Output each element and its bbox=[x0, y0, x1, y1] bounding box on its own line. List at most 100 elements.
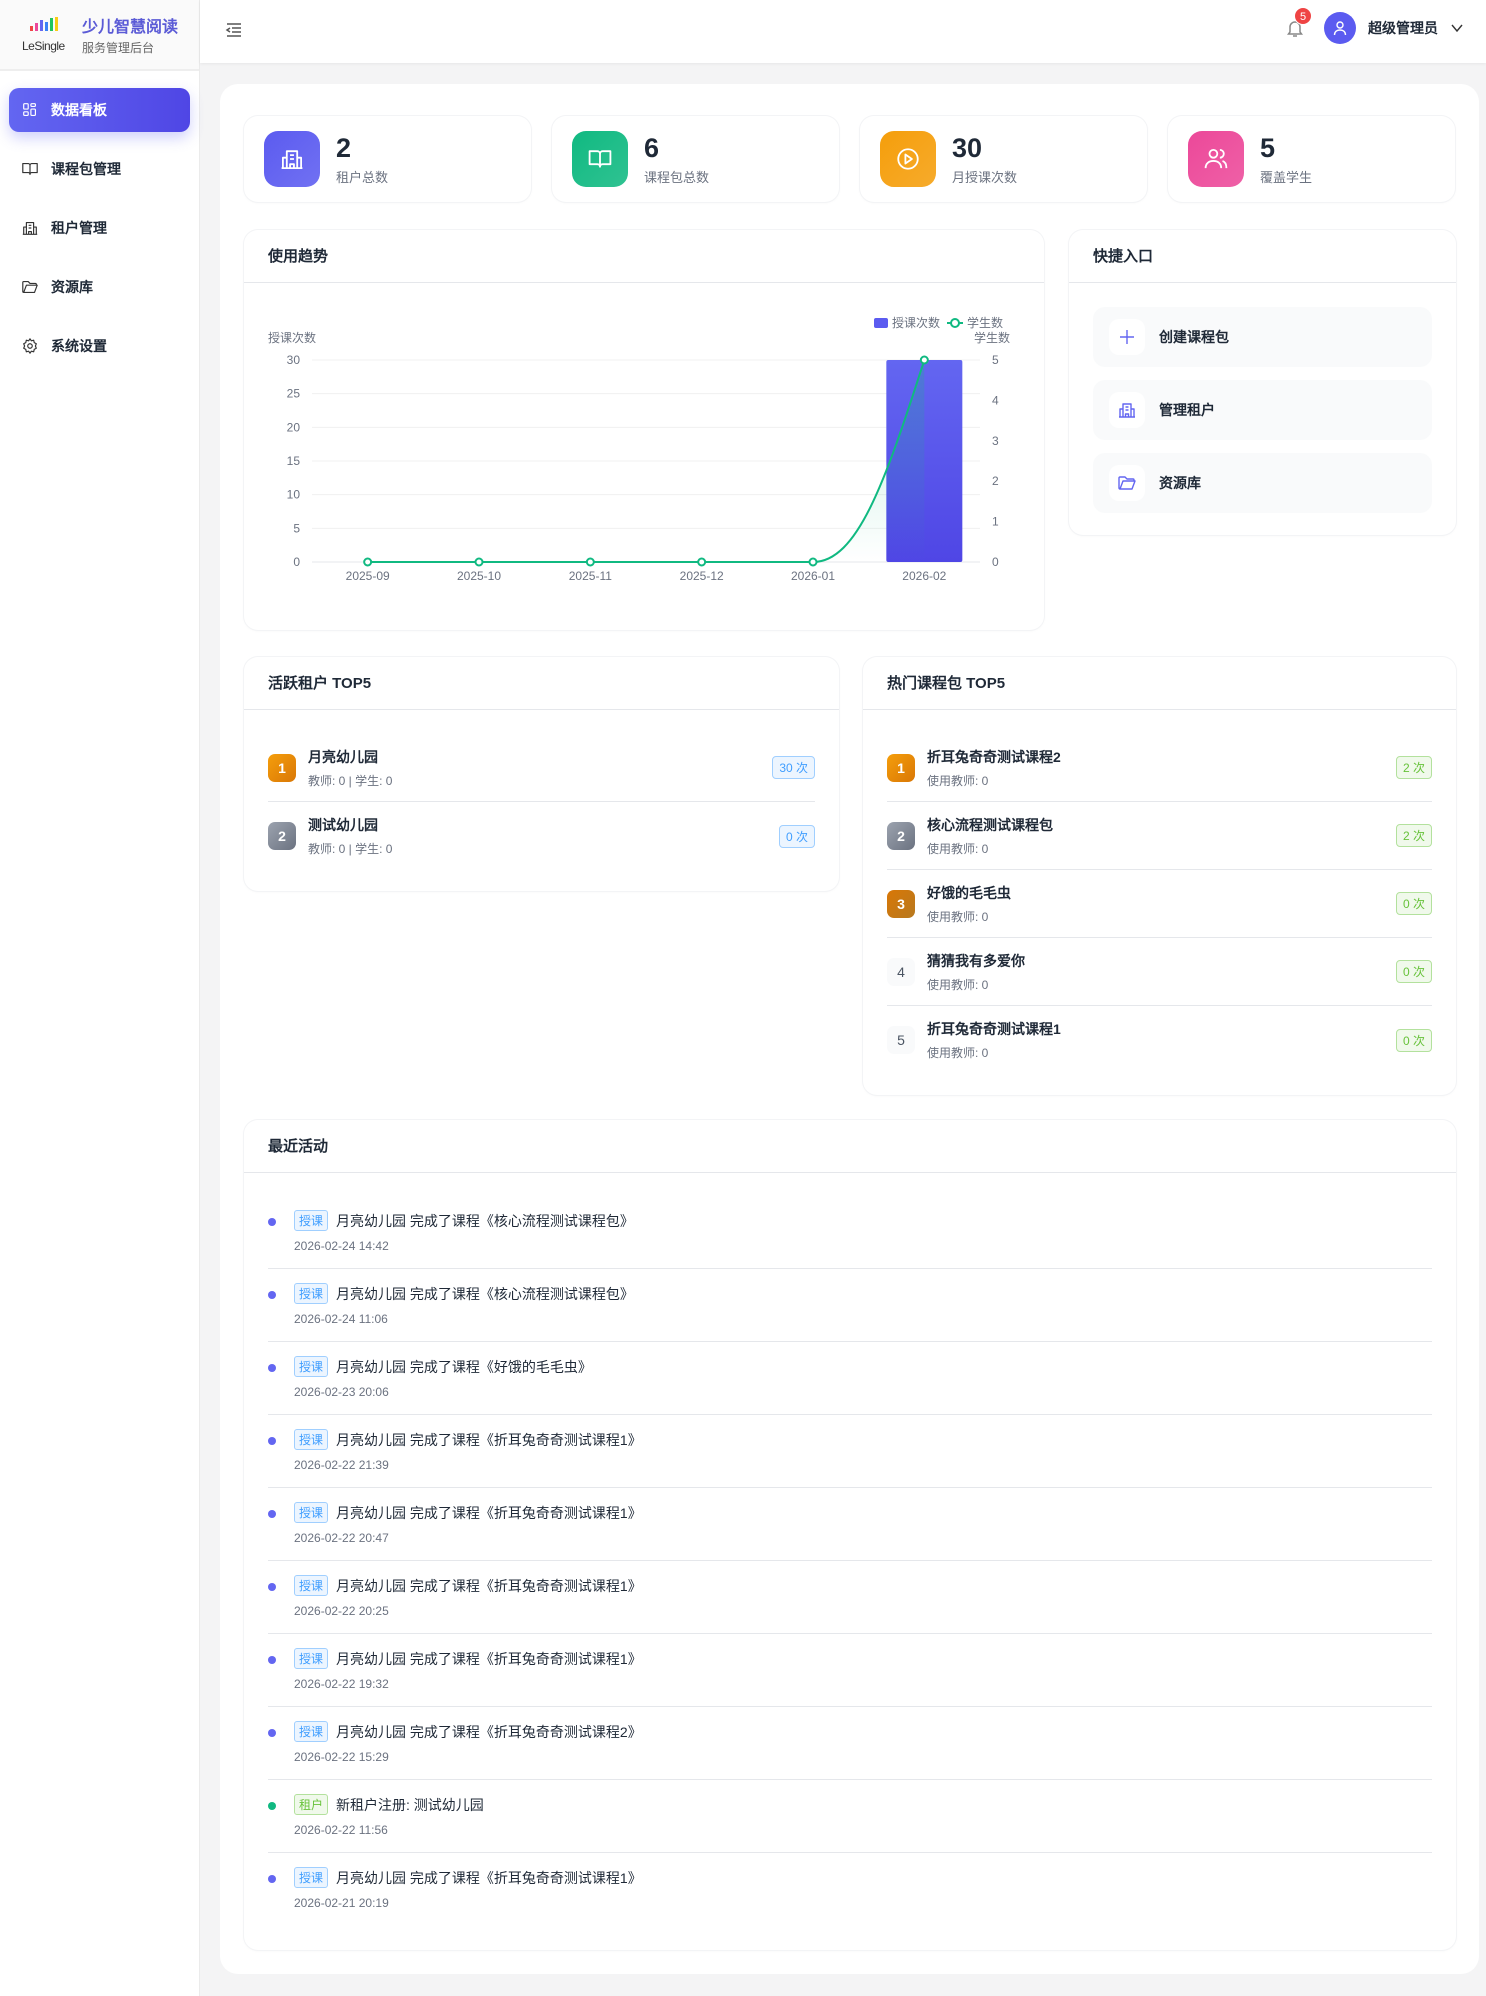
notification-bell-button[interactable]: 5 bbox=[1284, 7, 1312, 39]
activity-dot bbox=[268, 1510, 276, 1518]
activity-time: 2026-02-22 21:39 bbox=[294, 1458, 389, 1472]
stat-card: 6 课程包总数 bbox=[552, 116, 839, 202]
activity-text: 月亮幼儿园 完成了课程《折耳兔奇奇测试课程1》 bbox=[336, 1869, 642, 1886]
active-tenants-card: 活跃租户 TOP5 1 月亮幼儿园 教师: 0 | 学生: 0 30 次 2 测试幼儿园教… bbox=[244, 657, 839, 891]
ranking-subtitle: 使用教师: 0 bbox=[927, 773, 989, 788]
activity-item: 授课 月亮幼儿园 完成了课程《折耳兔奇奇测试课程1》 2026-02-22 19:3… bbox=[268, 1634, 1432, 1707]
stat-label: 月授课次数 bbox=[952, 169, 1018, 185]
rank-badge: 4 bbox=[887, 957, 915, 986]
activity-text: 月亮幼儿园 完成了课程《核心流程测试课程包》 bbox=[336, 1212, 634, 1229]
legend-line-marker bbox=[950, 318, 960, 328]
line-point-2026-02 bbox=[919, 355, 929, 365]
sidebar-item-1[interactable]: 课程包管理 bbox=[9, 147, 190, 191]
count-tag: 0 次 bbox=[1395, 960, 1432, 983]
user-name[interactable]: 超级管理员 bbox=[1368, 20, 1438, 36]
y-left-axis-title: 授课次数 bbox=[268, 330, 316, 345]
ranking-row[interactable]: 4 猜猜我有多爱你 使用教师: 0 0 次 bbox=[887, 938, 1432, 1006]
activity-time: 2026-02-24 14:42 bbox=[294, 1239, 389, 1253]
ranking-subtitle: 使用教师: 0 bbox=[927, 977, 989, 992]
card-title: 快捷入口 bbox=[1069, 230, 1456, 283]
x-tick-label: 2025-09 bbox=[346, 569, 390, 583]
activity-dot bbox=[268, 1364, 276, 1372]
count-tag: 0 次 bbox=[1395, 892, 1432, 915]
activity-dot bbox=[268, 1291, 276, 1299]
activity-dot bbox=[268, 1802, 276, 1810]
legend-label: 授课次数 bbox=[892, 315, 940, 330]
folder-icon bbox=[1118, 476, 1136, 490]
x-tick-label: 2026-02 bbox=[902, 569, 946, 583]
activity-dot bbox=[268, 1218, 276, 1226]
ranking-row[interactable]: 2 测试幼儿园 教师: 0 | 学生: 0 0 次 bbox=[268, 802, 815, 870]
activity-tag: 授课 bbox=[294, 1721, 329, 1742]
card-title: 热门课程包 TOP5 bbox=[863, 657, 1456, 710]
y-right-tick-label: 1 bbox=[992, 515, 999, 529]
brand-title: 少儿智慧阅读 bbox=[82, 19, 179, 36]
stat-label: 租户总数 bbox=[336, 169, 389, 185]
sidebar-item-0[interactable]: 数据看板 bbox=[9, 88, 190, 132]
sidebar-item-4[interactable]: 系统设置 bbox=[9, 324, 190, 368]
ranking-name: 折耳兔奇奇测试课程2 bbox=[927, 748, 1061, 765]
stat-value: 5 bbox=[1260, 132, 1276, 163]
ranking-row[interactable]: 5 折耳兔奇奇测试课程1 使用教师: 0 0 次 bbox=[887, 1006, 1432, 1074]
count-tag: 30 次 bbox=[772, 756, 815, 779]
y-right-tick-label: 0 bbox=[992, 555, 999, 569]
activity-text: 月亮幼儿园 完成了课程《折耳兔奇奇测试课程1》 bbox=[336, 1650, 642, 1667]
x-tick-label: 2026-01 bbox=[791, 569, 835, 583]
menu-collapse-icon[interactable] bbox=[224, 20, 244, 40]
sidebar: LeSingle 少儿智慧阅读 服务管理后台 数据看板课程包管理租户管理资源库系… bbox=[0, 0, 200, 1996]
avatar[interactable] bbox=[1324, 12, 1356, 44]
line-area bbox=[367, 360, 925, 562]
count-tag: 2 次 bbox=[1395, 824, 1432, 847]
ranking-name: 猜猜我有多爱你 bbox=[927, 952, 1025, 969]
building-icon bbox=[281, 150, 303, 170]
stat-card: 5 覆盖学生 bbox=[1168, 116, 1455, 202]
ranking-row[interactable]: 1 折耳兔奇奇测试课程2 使用教师: 0 2 次 bbox=[887, 734, 1432, 802]
quick-entry-item[interactable]: 管理租户 bbox=[1093, 380, 1432, 440]
activity-time: 2026-02-22 20:47 bbox=[294, 1531, 389, 1545]
ranking-row[interactable]: 1 月亮幼儿园 教师: 0 | 学生: 0 30 次 bbox=[268, 734, 815, 802]
activity-item: 授课 月亮幼儿园 完成了课程《好饿的毛毛虫》 2026-02-23 20:06 bbox=[268, 1342, 1432, 1415]
activity-dot bbox=[268, 1437, 276, 1445]
activity-tag: 授课 bbox=[294, 1648, 329, 1669]
activity-text: 月亮幼儿园 完成了课程《折耳兔奇奇测试课程1》 bbox=[336, 1431, 642, 1448]
y-left-tick-label: 0 bbox=[293, 555, 300, 569]
ranking-subtitle: 使用教师: 0 bbox=[927, 841, 989, 856]
recent-activity-card: 最近活动 授课 月亮幼儿园 完成了课程《核心流程测试课程包》 2026-02-24 … bbox=[244, 1120, 1456, 1950]
rank-badge: 1 bbox=[268, 753, 296, 782]
top-header: 5 超级管理员 bbox=[200, 0, 1486, 63]
activity-time: 2026-02-22 15:29 bbox=[294, 1750, 389, 1764]
users-icon bbox=[1204, 148, 1228, 169]
activity-item: 授课 月亮幼儿园 完成了课程《折耳兔奇奇测试课程1》 2026-02-21 20:1… bbox=[268, 1853, 1432, 1926]
building-icon bbox=[1119, 403, 1135, 418]
sidebar-item-3[interactable]: 资源库 bbox=[9, 265, 190, 309]
activity-time: 2026-02-22 11:56 bbox=[294, 1823, 388, 1837]
quick-entry-item[interactable]: 创建课程包 bbox=[1093, 307, 1432, 367]
chevron-down-icon[interactable] bbox=[1450, 21, 1464, 35]
usage-trend-card: 使用趋势 0 5 10 15 20 25 30 0 1 2 3 4 5 授课次数 学生数 2025-09 202… bbox=[244, 230, 1044, 630]
activity-text: 月亮幼儿园 完成了课程《折耳兔奇奇测试课程1》 bbox=[336, 1577, 642, 1594]
book-icon bbox=[588, 150, 612, 168]
user-icon bbox=[1333, 21, 1347, 36]
card-title: 使用趋势 bbox=[244, 230, 1044, 283]
ranking-name: 核心流程测试课程包 bbox=[927, 816, 1053, 833]
stat-value: 2 bbox=[336, 132, 352, 163]
ranking-row[interactable]: 3 好饿的毛毛虫 使用教师: 0 0 次 bbox=[887, 870, 1432, 938]
ranking-row[interactable]: 2 核心流程测试课程包 使用教师: 0 2 次 bbox=[887, 802, 1432, 870]
activity-text: 月亮幼儿园 完成了课程《核心流程测试课程包》 bbox=[336, 1285, 634, 1302]
activity-item: 授课 月亮幼儿园 完成了课程《核心流程测试课程包》 2026-02-24 14:42 bbox=[268, 1196, 1432, 1269]
quick-entry-label: 资源库 bbox=[1159, 475, 1201, 491]
line-point-2026-01 bbox=[808, 557, 818, 567]
sidebar-item-2[interactable]: 租户管理 bbox=[9, 206, 190, 250]
sidebar-item-label: 系统设置 bbox=[51, 338, 107, 354]
stat-label: 覆盖学生 bbox=[1260, 169, 1313, 185]
brand-logo[interactable]: LeSingle 少儿智慧阅读 服务管理后台 bbox=[0, 0, 199, 71]
y-left-tick-label: 10 bbox=[287, 488, 301, 502]
plus-icon bbox=[1120, 330, 1134, 344]
activity-dot bbox=[268, 1583, 276, 1591]
ranking-name: 折耳兔奇奇测试课程1 bbox=[927, 1021, 1061, 1037]
activity-tag: 租户 bbox=[294, 1794, 329, 1815]
legend-label: 学生数 bbox=[967, 315, 1003, 330]
quick-entry-item[interactable]: 资源库 bbox=[1093, 453, 1432, 513]
activity-tag: 授课 bbox=[294, 1429, 329, 1450]
